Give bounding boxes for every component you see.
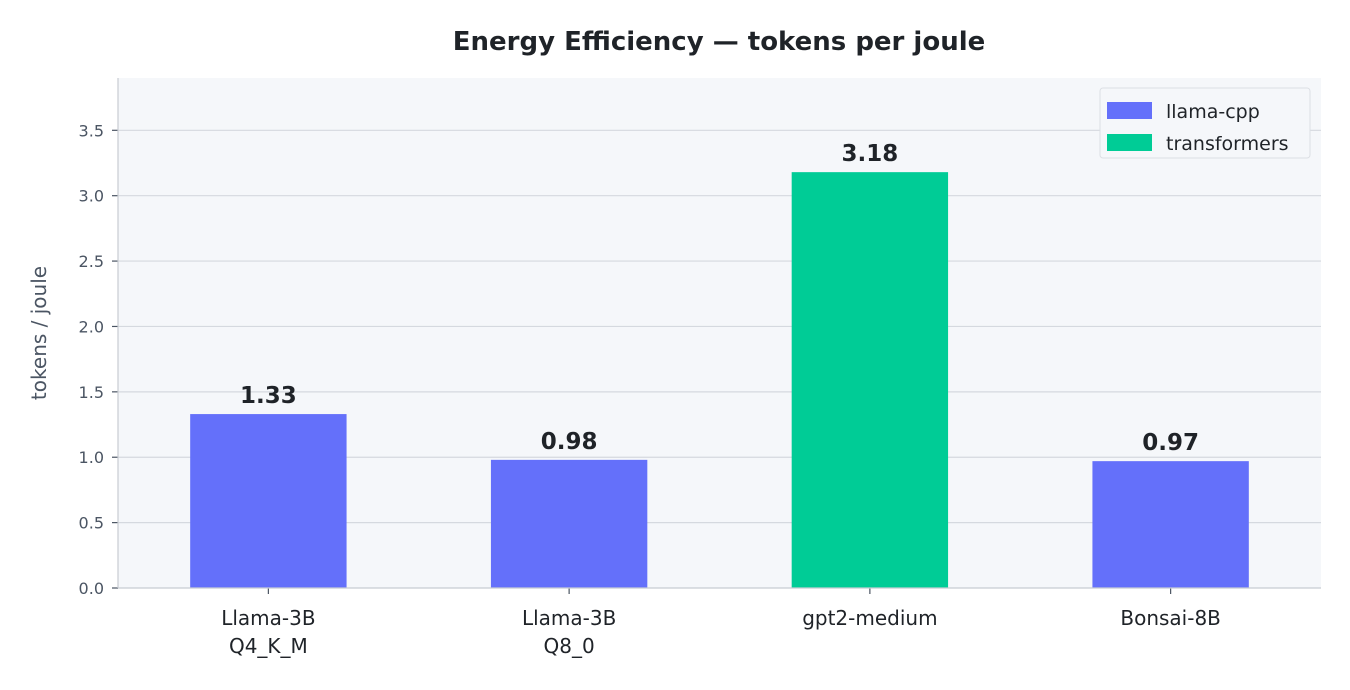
x-tick-label: Llama-3B	[522, 606, 616, 630]
legend-swatch	[1107, 102, 1152, 119]
x-tick-label: gpt2-medium	[802, 606, 937, 630]
bar-value-label: 1.33	[240, 383, 297, 409]
y-tick-label: 3.5	[79, 121, 104, 140]
bar-value-label: 3.18	[842, 141, 899, 167]
bar	[490, 459, 648, 588]
x-tick-label: Q8_0	[544, 634, 595, 658]
chart-title: Energy Efficiency — tokens per joule	[453, 27, 986, 57]
bar	[1092, 461, 1249, 588]
y-tick-label: 1.5	[79, 383, 104, 402]
y-tick-label: 2.5	[79, 252, 104, 271]
bar	[791, 172, 949, 588]
legend-box	[1099, 87, 1311, 159]
x-tick-label: Bonsai-8B	[1120, 606, 1221, 630]
y-tick-label: 1.0	[79, 448, 104, 467]
legend-label: llama-cpp	[1166, 101, 1260, 123]
bar-value-label: 0.97	[1142, 430, 1199, 456]
x-axis: Llama-3B Q4_K_M Llama-3B Q8_0 gpt2-medium Bon…	[118, 587, 1321, 658]
legend-swatch	[1107, 134, 1152, 151]
y-tick-label: 0.0	[79, 579, 104, 598]
y-tick-label: 0.5	[79, 514, 104, 533]
y-axis-label: tokens / joule	[27, 266, 51, 400]
y-tick-label: 2.0	[79, 317, 104, 336]
y-tick-label: 3.0	[79, 187, 104, 206]
legend: llama-cpp transformers	[1099, 87, 1311, 159]
x-tick-label: Llama-3B	[221, 606, 315, 630]
bars: 1.33 0.98 3.18 0.97	[190, 141, 1249, 588]
bar-value-label: 0.98	[541, 429, 598, 455]
x-tick-label: Q4_K_M	[229, 634, 308, 658]
y-axis: 0.0 0.5 1.0 1.5 2.0 2.5 3.0 3.5	[79, 78, 119, 598]
bar	[190, 414, 347, 588]
legend-label: transformers	[1166, 133, 1289, 155]
